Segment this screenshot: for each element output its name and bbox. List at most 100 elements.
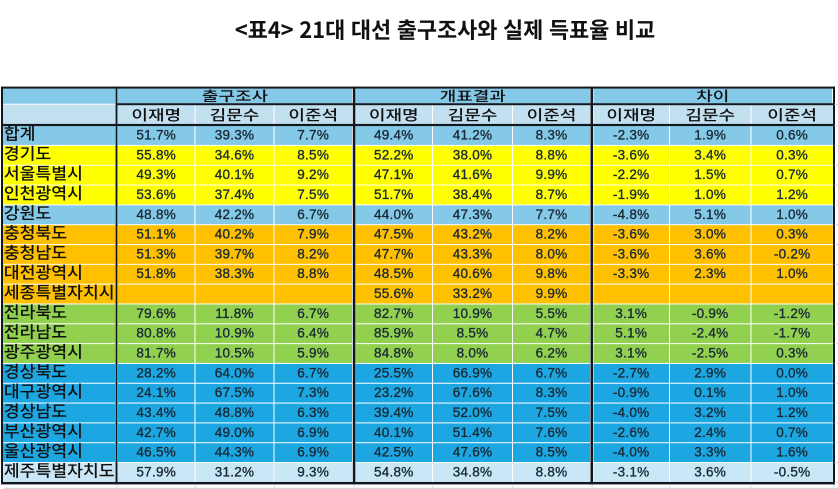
svg-text:-1.2%: -1.2% bbox=[774, 306, 811, 321]
svg-text:3.2%: 3.2% bbox=[694, 405, 726, 420]
svg-text:49.4%: 49.4% bbox=[374, 128, 414, 143]
svg-text:9.2%: 9.2% bbox=[297, 167, 329, 182]
svg-text:3.4%: 3.4% bbox=[694, 147, 726, 162]
svg-text:54.8%: 54.8% bbox=[374, 464, 414, 479]
svg-text:1.0%: 1.0% bbox=[776, 385, 808, 400]
svg-text:49.0%: 49.0% bbox=[215, 425, 255, 440]
svg-text:6.7%: 6.7% bbox=[297, 365, 329, 380]
svg-text:81.7%: 81.7% bbox=[136, 346, 176, 361]
svg-text:1.0%: 1.0% bbox=[776, 207, 808, 222]
svg-text:3.0%: 3.0% bbox=[694, 227, 726, 242]
svg-text:47.6%: 47.6% bbox=[453, 445, 493, 460]
svg-text:2.4%: 2.4% bbox=[694, 425, 726, 440]
svg-text:47.5%: 47.5% bbox=[374, 227, 414, 242]
svg-text:8.5%: 8.5% bbox=[297, 147, 329, 162]
svg-text:11.8%: 11.8% bbox=[215, 306, 254, 321]
svg-text:4.7%: 4.7% bbox=[536, 326, 568, 341]
svg-text:7.9%: 7.9% bbox=[297, 227, 329, 242]
svg-text:5.5%: 5.5% bbox=[536, 306, 568, 321]
svg-text:-2.2%: -2.2% bbox=[613, 167, 650, 182]
svg-text:57.9%: 57.9% bbox=[136, 464, 176, 479]
svg-text:-1.7%: -1.7% bbox=[774, 326, 811, 341]
svg-text:48.5%: 48.5% bbox=[374, 266, 414, 281]
svg-text:52.0%: 52.0% bbox=[453, 405, 493, 420]
svg-text:0.7%: 0.7% bbox=[776, 425, 808, 440]
svg-text:-2.4%: -2.4% bbox=[692, 326, 729, 341]
svg-text:7.5%: 7.5% bbox=[297, 187, 329, 202]
svg-text:7.5%: 7.5% bbox=[536, 405, 568, 420]
svg-text:47.1%: 47.1% bbox=[374, 167, 414, 182]
svg-text:40.2%: 40.2% bbox=[215, 227, 255, 242]
svg-text:2.3%: 2.3% bbox=[694, 266, 726, 281]
svg-text:5.1%: 5.1% bbox=[615, 326, 647, 341]
svg-text:33.2%: 33.2% bbox=[453, 286, 493, 301]
svg-text:42.2%: 42.2% bbox=[215, 207, 255, 222]
svg-text:66.9%: 66.9% bbox=[453, 365, 493, 380]
svg-text:1.0%: 1.0% bbox=[694, 187, 726, 202]
svg-text:10.9%: 10.9% bbox=[453, 306, 493, 321]
svg-text:-3.6%: -3.6% bbox=[613, 227, 650, 242]
svg-text:41.2%: 41.2% bbox=[453, 128, 493, 143]
svg-text:43.2%: 43.2% bbox=[453, 227, 493, 242]
svg-text:-2.7%: -2.7% bbox=[613, 365, 650, 380]
svg-text:7.7%: 7.7% bbox=[536, 207, 568, 222]
svg-text:31.2%: 31.2% bbox=[215, 464, 255, 479]
svg-text:8.7%: 8.7% bbox=[536, 187, 568, 202]
svg-text:24.1%: 24.1% bbox=[136, 385, 176, 400]
svg-text:5.9%: 5.9% bbox=[297, 346, 329, 361]
svg-text:6.7%: 6.7% bbox=[536, 365, 568, 380]
svg-text:34.8%: 34.8% bbox=[453, 464, 493, 479]
svg-text:-2.5%: -2.5% bbox=[692, 346, 729, 361]
svg-text:0.3%: 0.3% bbox=[776, 227, 808, 242]
svg-text:84.8%: 84.8% bbox=[374, 346, 414, 361]
svg-text:10.5%: 10.5% bbox=[215, 346, 255, 361]
svg-text:39.3%: 39.3% bbox=[215, 128, 255, 143]
svg-text:6.9%: 6.9% bbox=[297, 425, 329, 440]
svg-text:-4.8%: -4.8% bbox=[613, 207, 650, 222]
svg-text:38.3%: 38.3% bbox=[215, 266, 255, 281]
svg-text:1.9%: 1.9% bbox=[694, 128, 726, 143]
svg-text:3.6%: 3.6% bbox=[694, 464, 726, 479]
svg-text:-3.3%: -3.3% bbox=[613, 266, 650, 281]
svg-text:8.2%: 8.2% bbox=[536, 227, 568, 242]
svg-text:1.2%: 1.2% bbox=[776, 187, 808, 202]
svg-text:7.6%: 7.6% bbox=[536, 425, 568, 440]
svg-text:41.6%: 41.6% bbox=[453, 167, 493, 182]
svg-text:-3.6%: -3.6% bbox=[613, 147, 650, 162]
svg-text:43.4%: 43.4% bbox=[136, 405, 176, 420]
svg-text:37.4%: 37.4% bbox=[215, 187, 255, 202]
svg-text:0.3%: 0.3% bbox=[776, 147, 808, 162]
svg-text:2.9%: 2.9% bbox=[694, 365, 726, 380]
svg-text:67.5%: 67.5% bbox=[215, 385, 255, 400]
svg-text:-0.2%: -0.2% bbox=[774, 246, 811, 261]
svg-text:55.8%: 55.8% bbox=[136, 147, 176, 162]
svg-text:1.5%: 1.5% bbox=[694, 167, 726, 182]
svg-text:5.1%: 5.1% bbox=[694, 207, 726, 222]
svg-text:40.1%: 40.1% bbox=[374, 425, 414, 440]
svg-text:67.6%: 67.6% bbox=[453, 385, 493, 400]
svg-text:-3.1%: -3.1% bbox=[613, 464, 650, 479]
svg-text:0.6%: 0.6% bbox=[776, 128, 808, 143]
svg-text:0.3%: 0.3% bbox=[776, 346, 808, 361]
svg-text:7.3%: 7.3% bbox=[297, 385, 329, 400]
svg-text:79.6%: 79.6% bbox=[136, 306, 176, 321]
svg-text:38.0%: 38.0% bbox=[453, 147, 493, 162]
svg-text:34.6%: 34.6% bbox=[215, 147, 255, 162]
svg-text:6.7%: 6.7% bbox=[297, 306, 329, 321]
svg-text:42.7%: 42.7% bbox=[136, 425, 176, 440]
svg-text:44.3%: 44.3% bbox=[215, 445, 255, 460]
svg-text:-0.9%: -0.9% bbox=[613, 385, 650, 400]
svg-text:64.0%: 64.0% bbox=[215, 365, 255, 380]
svg-text:1.2%: 1.2% bbox=[776, 405, 808, 420]
svg-text:6.2%: 6.2% bbox=[536, 346, 568, 361]
svg-text:0.7%: 0.7% bbox=[776, 167, 808, 182]
svg-text:53.6%: 53.6% bbox=[136, 187, 176, 202]
svg-text:3.1%: 3.1% bbox=[615, 346, 647, 361]
svg-text:8.8%: 8.8% bbox=[297, 266, 329, 281]
svg-text:3.3%: 3.3% bbox=[694, 445, 726, 460]
svg-text:8.0%: 8.0% bbox=[457, 346, 489, 361]
svg-text:52.2%: 52.2% bbox=[374, 147, 414, 162]
svg-text:8.2%: 8.2% bbox=[297, 246, 329, 261]
svg-text:9.3%: 9.3% bbox=[297, 464, 329, 479]
svg-text:7.7%: 7.7% bbox=[297, 128, 329, 143]
